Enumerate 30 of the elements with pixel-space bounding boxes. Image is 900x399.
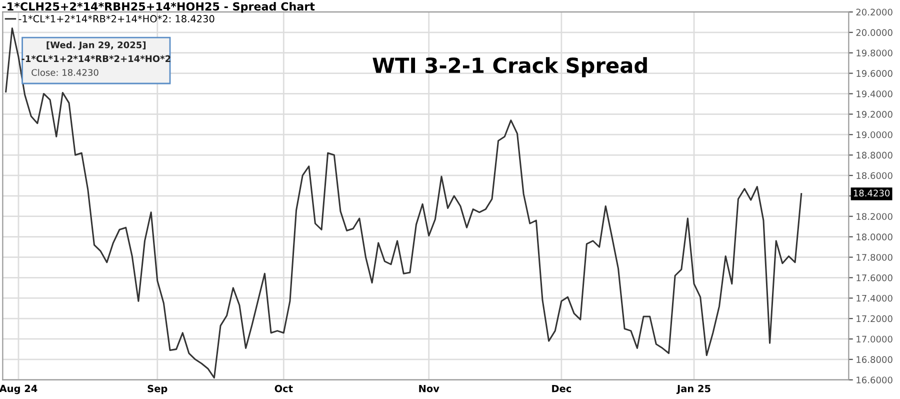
- y-tick-label: 18.8000: [856, 152, 892, 159]
- text: 18.4230: [854, 190, 890, 196]
- y-tick-label: 19.4000: [856, 90, 892, 98]
- y-tick-label: 16.8000: [856, 356, 892, 363]
- y-tick-label: 18.0000: [856, 234, 892, 240]
- y-tick-label: 18.6000: [856, 172, 892, 180]
- y-tick-label: 19.6000: [856, 70, 892, 77]
- chart-title: -1*CLH25+2*14*RBH25+14*HOH25 - Spread Chart: [2, 2, 315, 13]
- y-tick-label: 17.0000: [856, 336, 892, 343]
- y-tick-label: 18.2000: [856, 213, 892, 220]
- x-tick-label: Sep: [148, 384, 168, 394]
- y-tick-label: 19.2000: [856, 110, 892, 118]
- y-tick-label: 19.0000: [856, 131, 892, 138]
- line-series: [5, 28, 802, 379]
- x-tick-label: Oct: [274, 384, 293, 392]
- y-tick-label: 17.8000: [856, 254, 892, 261]
- y-tick-label: 17.4000: [856, 294, 892, 302]
- x-tick-label: Jan 25: [676, 384, 710, 394]
- y-tick-label: 16.6000: [856, 376, 892, 384]
- text: WTI 3-2-1 Crack Spread: [372, 57, 647, 78]
- y-tick-label: 17.6000: [856, 274, 892, 282]
- y-tick-label: 17.2000: [856, 315, 892, 322]
- annotation: Close: 18.4230: [32, 68, 98, 76]
- legend-label: -1*CL*1+2*14*RB*2+14*HO*2: 18.4230: [18, 15, 214, 22]
- y-tick-label: 19.8000: [856, 50, 892, 56]
- annotation: [Wed. Jan 29, 2025]: [46, 41, 146, 50]
- x-tick-label: Nov: [419, 385, 440, 392]
- x-tick-label: Dec: [552, 385, 571, 392]
- y-tick-label: 20.0000: [856, 29, 892, 36]
- y-tick-label: 20.2000: [856, 8, 892, 16]
